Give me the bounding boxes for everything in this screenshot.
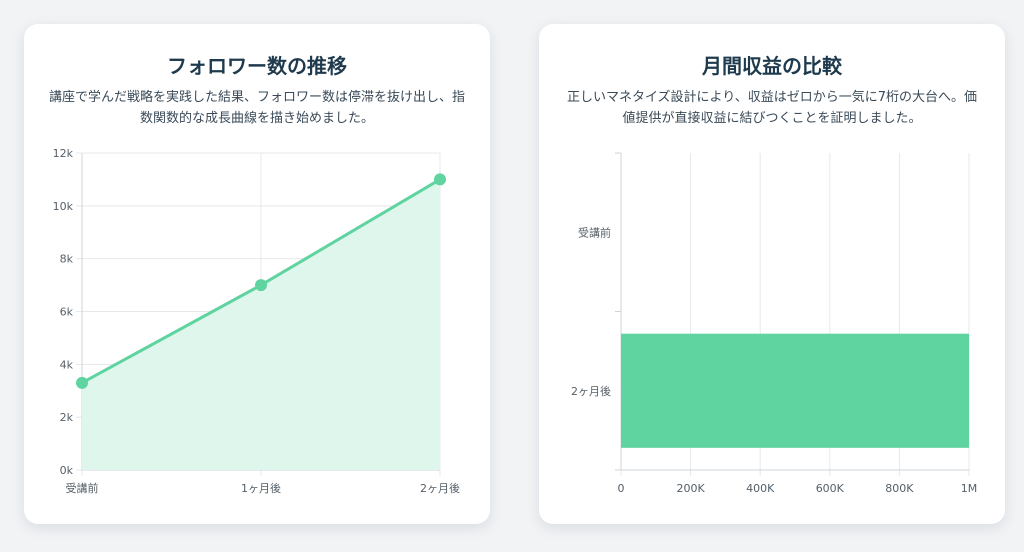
x-tick-label: 800K bbox=[885, 482, 914, 495]
x-tick-label: 1M bbox=[961, 482, 978, 495]
y-tick-label: 2ヶ月後 bbox=[571, 384, 611, 398]
y-tick-label: 受講前 bbox=[578, 225, 611, 239]
x-tick-label: 受講前 bbox=[66, 481, 99, 495]
data-point bbox=[434, 173, 446, 186]
bar bbox=[621, 333, 969, 448]
y-tick-label: 6k bbox=[60, 306, 74, 319]
area-fill bbox=[82, 179, 440, 470]
followers-line-chart: 0k 2k 4k 6k 8k 10k 12k 受講前 1ヶ月後 2ヶ月後 bbox=[53, 147, 460, 495]
followers-chart-card: フォロワー数の推移 講座で学んだ戦略を実践した結果、フォロワー数は停滞を抜け出し… bbox=[24, 24, 490, 524]
x-tick-label: 400K bbox=[746, 482, 775, 495]
followers-chart-title: フォロワー数の推移 bbox=[167, 54, 347, 78]
data-point bbox=[255, 279, 267, 292]
data-point bbox=[76, 376, 88, 389]
revenue-chart-card: 月間収益の比較 正しいマネタイズ設計により、収益はゼロから一気に7桁の大台へ。価… bbox=[539, 24, 1005, 524]
y-tick-label: 0k bbox=[60, 464, 74, 477]
revenue-bar-chart: 0 200K 400K 600K 800K 1M 受講前 2ヶ月後 bbox=[571, 152, 978, 495]
revenue-chart-description: 正しいマネタイズ設計により、収益はゼロから一気に7桁の大台へ。価値提供が直接収益… bbox=[566, 90, 978, 126]
y-tick-label: 4k bbox=[60, 358, 74, 371]
x-tick-label: 2ヶ月後 bbox=[420, 481, 460, 495]
y-tick-label: 8k bbox=[60, 253, 74, 266]
x-tick-label: 1ヶ月後 bbox=[241, 481, 281, 495]
x-tick-label: 200K bbox=[676, 482, 705, 495]
y-tick-label: 10k bbox=[53, 200, 74, 213]
x-tick-label: 600K bbox=[816, 482, 845, 495]
x-tick-label: 0 bbox=[618, 482, 625, 495]
y-tick-label: 12k bbox=[53, 147, 74, 160]
followers-chart-description: 講座で学んだ戦略を実践した結果、フォロワー数は停滞を抜け出し、指数関数的な成長曲… bbox=[48, 90, 465, 126]
y-tick-label: 2k bbox=[60, 411, 74, 424]
revenue-chart-title: 月間収益の比較 bbox=[702, 54, 842, 78]
